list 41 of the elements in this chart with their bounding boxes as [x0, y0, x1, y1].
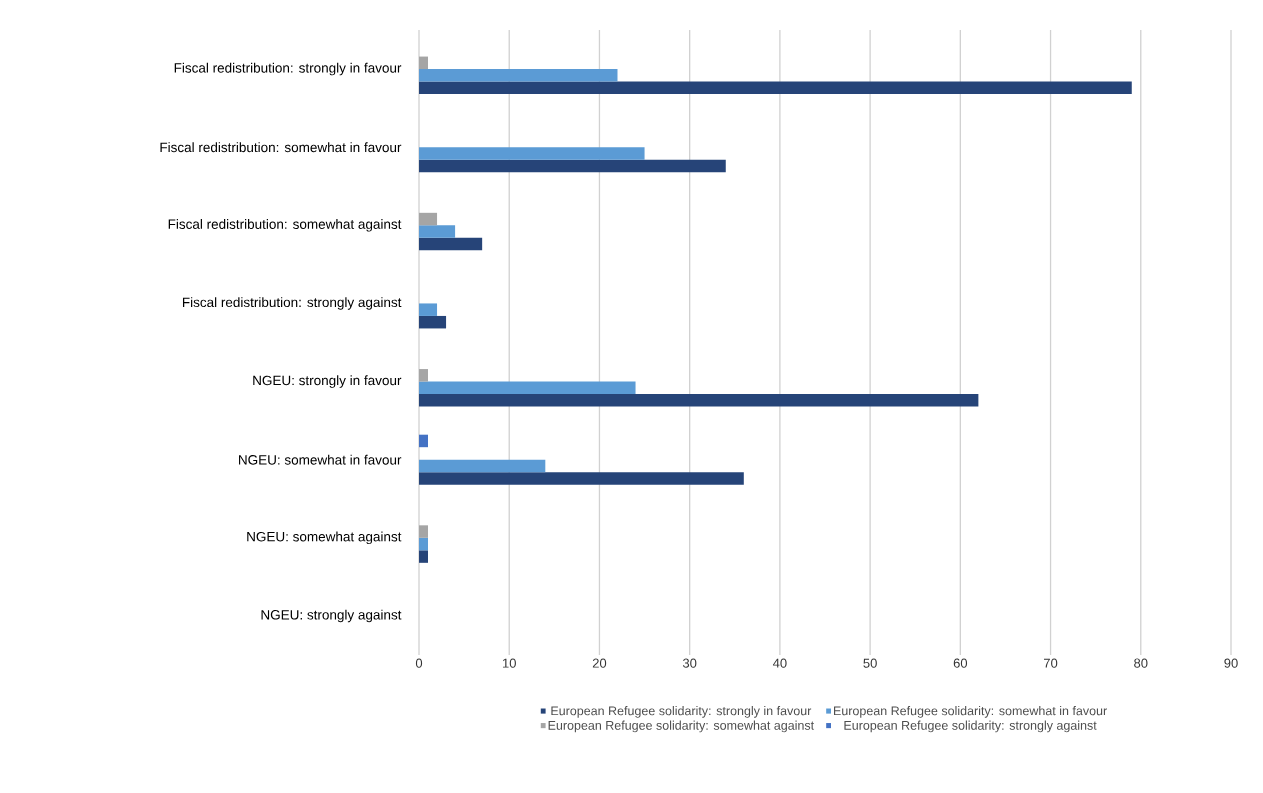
x-tick-label: 40 [772, 658, 787, 668]
y-tick-label: NGEU: somewhat against [247, 531, 402, 545]
y-tick-label: Fiscal redistribution: strongly against [182, 297, 402, 310]
bar [419, 147, 645, 160]
bar [419, 212, 438, 226]
x-tick-label: 90 [1224, 658, 1238, 668]
bar [419, 56, 429, 70]
legend-label: European Refugee solidarity: strongly in favour [551, 706, 812, 718]
bar [419, 315, 447, 329]
bar [419, 459, 546, 473]
x-tick-label: 70 [1044, 658, 1058, 668]
bar [419, 303, 438, 316]
legend-label: European Refugee solidarity: somewhat against [548, 720, 815, 733]
x-tick-label: 0 [415, 658, 423, 668]
x-tick-label: 60 [953, 658, 968, 668]
bar [419, 394, 979, 407]
bar [419, 81, 1132, 95]
x-tick-label: 10 [502, 658, 516, 668]
bar [419, 525, 429, 538]
bar [419, 237, 483, 251]
bar [419, 550, 429, 563]
legend-label: European Refugee solidarity: somewhat in favour [834, 706, 1107, 718]
x-tick-label: 50 [863, 658, 877, 668]
bar [419, 434, 429, 448]
bar [419, 69, 618, 82]
bar [419, 369, 429, 382]
y-tick-label: Fiscal redistribution: somewhat in favour [160, 142, 402, 153]
y-tick-label: Fiscal redistribution: somewhat against [168, 219, 402, 232]
legend-label: European Refugee solidarity: strongly against [844, 720, 1097, 733]
y-tick-label: NGEU: somewhat in favour [239, 454, 402, 465]
bar [419, 225, 456, 238]
x-tick-label: 80 [1134, 658, 1148, 668]
x-tick-label: 20 [592, 658, 607, 668]
bar [419, 472, 744, 485]
bar [419, 381, 636, 395]
y-tick-label: NGEU: strongly in favour [253, 375, 402, 388]
y-tick-label: NGEU: strongly against [261, 609, 402, 623]
x-tick-label: 30 [682, 658, 697, 668]
bar [419, 537, 429, 551]
bar [419, 159, 726, 173]
y-tick-label: Fiscal redistribution: strongly in favour [174, 62, 402, 76]
